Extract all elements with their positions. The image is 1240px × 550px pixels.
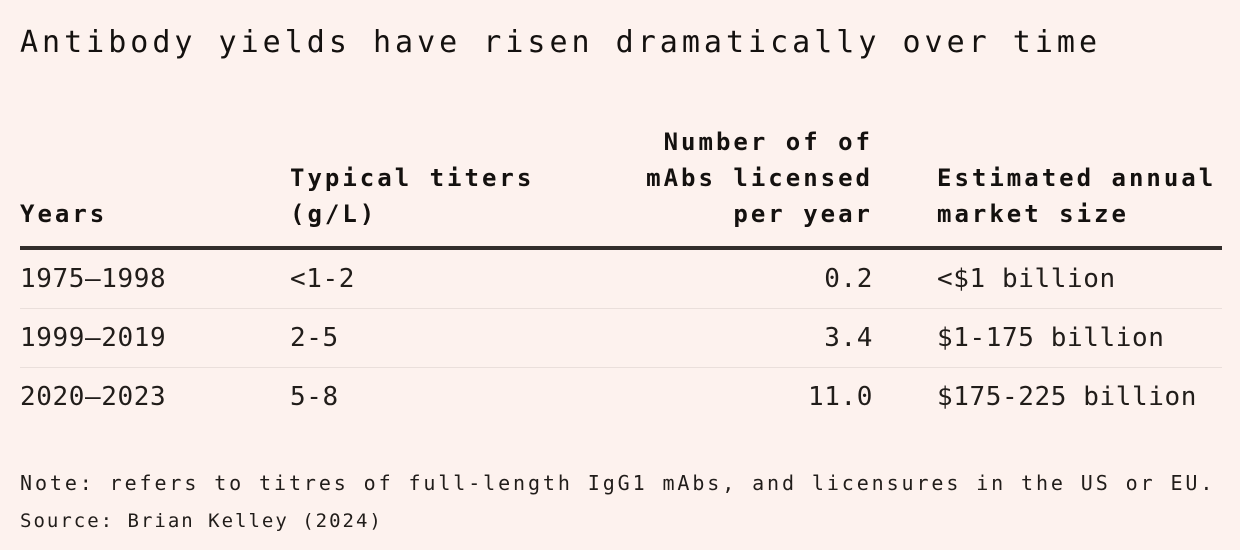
header-row: Years Typical titers (g/L) Number of of … (20, 124, 1222, 250)
cell-market: <$1 billion (937, 264, 1116, 294)
table-row: 1999–2019 2-5 3.4 $1-175 billion (20, 308, 1222, 368)
footnote: Note: refers to titres of full-length Ig… (20, 471, 1216, 495)
column-header-years: Years (20, 124, 290, 250)
cell-titers: <1-2 (290, 264, 356, 294)
data-table: Years Typical titers (g/L) Number of of … (20, 124, 1222, 426)
column-header-mabs-licensed: Number of of mAbs licensed per year (580, 124, 873, 250)
cell-years: 1999–2019 (20, 308, 290, 368)
cell-mabs: 11.0 (580, 367, 873, 426)
cell-years: 1975–1998 (20, 264, 167, 294)
cell-mabs: 0.2 (824, 264, 873, 294)
cell-market: $175-225 billion (873, 367, 1222, 426)
cell-mabs: 3.4 (580, 308, 873, 368)
column-header-typical-titers: Typical titers (g/L) (290, 124, 580, 250)
cell-titers: 2-5 (290, 308, 580, 368)
table-row: 2020–2023 5-8 11.0 $175-225 billion (20, 367, 1222, 426)
cell-titers: 5-8 (290, 367, 580, 426)
table-row: 1975–1998 <1-2 0.2 <$1 billion (20, 248, 1222, 309)
cell-years: 2020–2023 (20, 367, 290, 426)
source-credit: Source: Brian Kelley (2024) (20, 510, 383, 532)
page-title: Antibody yields have risen dramatically … (20, 25, 1102, 60)
column-header-market-size: Estimated annual market size (873, 124, 1222, 250)
cell-market: $1-175 billion (873, 308, 1222, 368)
